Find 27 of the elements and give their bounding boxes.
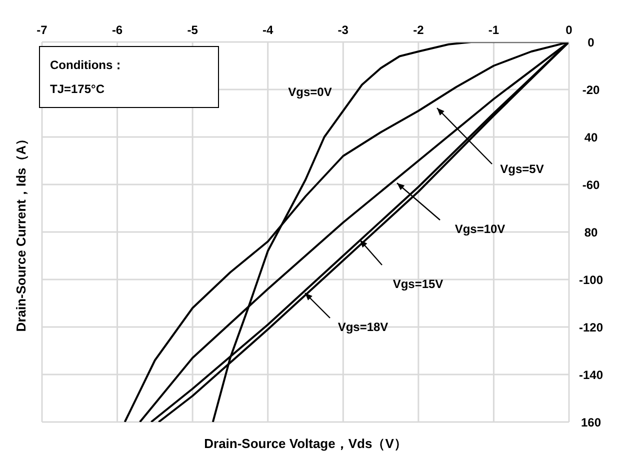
text: Vgs=15V bbox=[392, 277, 444, 292]
text: Vgs=18V bbox=[338, 320, 388, 334]
x-tick-label: -2 bbox=[413, 23, 424, 37]
y-tick-label: 0 bbox=[588, 35, 595, 50]
x-axis-title: Drain-Source Voltage，Vds（V） bbox=[204, 436, 407, 451]
y-tick-label: -140 bbox=[578, 368, 604, 382]
y-tick-label: 80 bbox=[584, 225, 598, 240]
y-tick-label: 40 bbox=[584, 130, 598, 144]
x-tick-label: -5 bbox=[187, 23, 198, 37]
text: Vgs=5V bbox=[500, 162, 544, 176]
note-box: Conditions： TJ=175°C bbox=[39, 46, 219, 108]
annotation: Conditions： bbox=[50, 57, 126, 74]
y-tick-label: -100 bbox=[578, 272, 604, 287]
x-tick-label: 0 bbox=[566, 23, 573, 37]
y-tick-label: -60 bbox=[582, 178, 600, 192]
y-tick-label: 160 bbox=[580, 415, 602, 430]
x-tick-label: -6 bbox=[112, 23, 123, 37]
series-label: Vgs=0V bbox=[288, 85, 332, 100]
annotation: TJ=175°C bbox=[50, 81, 106, 98]
x-tick-label: -7 bbox=[36, 23, 48, 37]
x-tick-label: -4 bbox=[262, 23, 274, 37]
y-axis-title: Drain-Source Current，Ids（A） bbox=[13, 132, 28, 332]
x-tick-label: -3 bbox=[338, 23, 349, 37]
y-tick-label: -20 bbox=[582, 82, 600, 97]
x-tick-label: -1 bbox=[488, 23, 500, 37]
text: Vgs=10V bbox=[454, 222, 506, 236]
y-tick-label: -120 bbox=[578, 320, 604, 334]
